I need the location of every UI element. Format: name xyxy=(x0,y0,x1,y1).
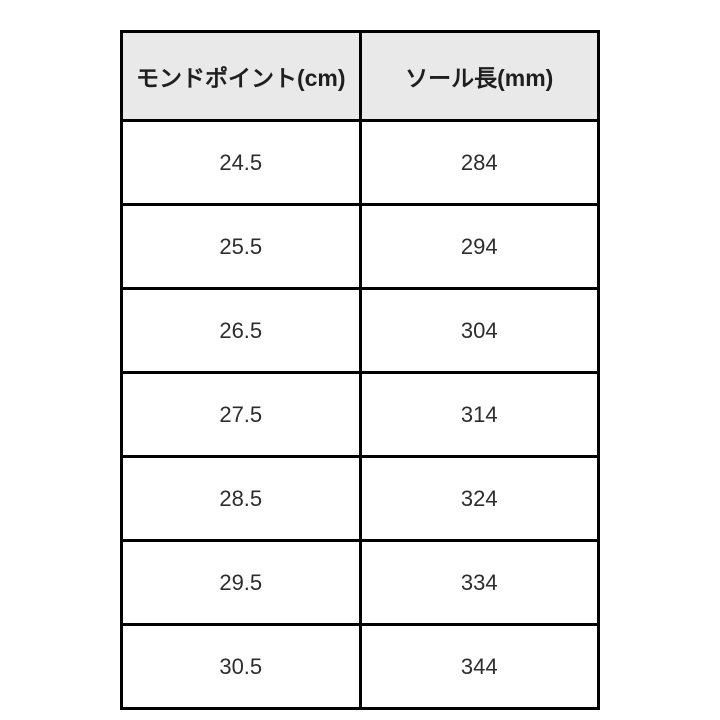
cell-mondopoint: 30.5 xyxy=(120,623,362,710)
table-row: 26.5 304 xyxy=(120,287,600,374)
cell-mondopoint: 27.5 xyxy=(120,371,362,458)
header-cell-mondopoint: モンドポイント(cm) xyxy=(120,30,362,122)
cell-sole-length: 304 xyxy=(358,287,600,374)
table-row: 24.5 284 xyxy=(120,119,600,206)
cell-sole-length: 314 xyxy=(358,371,600,458)
cell-sole-length: 294 xyxy=(358,203,600,290)
size-chart-table: モンドポイント(cm) ソール長(mm) 24.5 284 25.5 294 2… xyxy=(120,30,600,710)
cell-mondopoint: 28.5 xyxy=(120,455,362,542)
table-row: 30.5 344 xyxy=(120,623,600,710)
size-chart-body: 24.5 284 25.5 294 26.5 304 27.5 314 28.5… xyxy=(120,119,600,710)
table-row: 27.5 314 xyxy=(120,371,600,458)
header-row: モンドポイント(cm) ソール長(mm) xyxy=(120,30,600,122)
cell-mondopoint: 24.5 xyxy=(120,119,362,206)
cell-mondopoint: 26.5 xyxy=(120,287,362,374)
cell-sole-length: 324 xyxy=(358,455,600,542)
table-row: 25.5 294 xyxy=(120,203,600,290)
cell-sole-length: 344 xyxy=(358,623,600,710)
table-row: 29.5 334 xyxy=(120,539,600,626)
cell-sole-length: 334 xyxy=(358,539,600,626)
cell-mondopoint: 29.5 xyxy=(120,539,362,626)
cell-sole-length: 284 xyxy=(358,119,600,206)
cell-mondopoint: 25.5 xyxy=(120,203,362,290)
header-cell-sole-length: ソール長(mm) xyxy=(358,30,600,122)
table-row: 28.5 324 xyxy=(120,455,600,542)
size-chart-header: モンドポイント(cm) ソール長(mm) xyxy=(120,30,600,122)
